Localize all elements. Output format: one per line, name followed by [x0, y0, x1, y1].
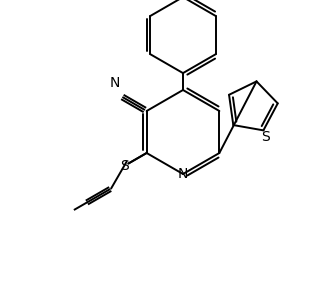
- Text: N: N: [110, 76, 120, 90]
- Text: S: S: [261, 130, 270, 144]
- Text: S: S: [120, 159, 129, 173]
- Text: N: N: [178, 167, 188, 181]
